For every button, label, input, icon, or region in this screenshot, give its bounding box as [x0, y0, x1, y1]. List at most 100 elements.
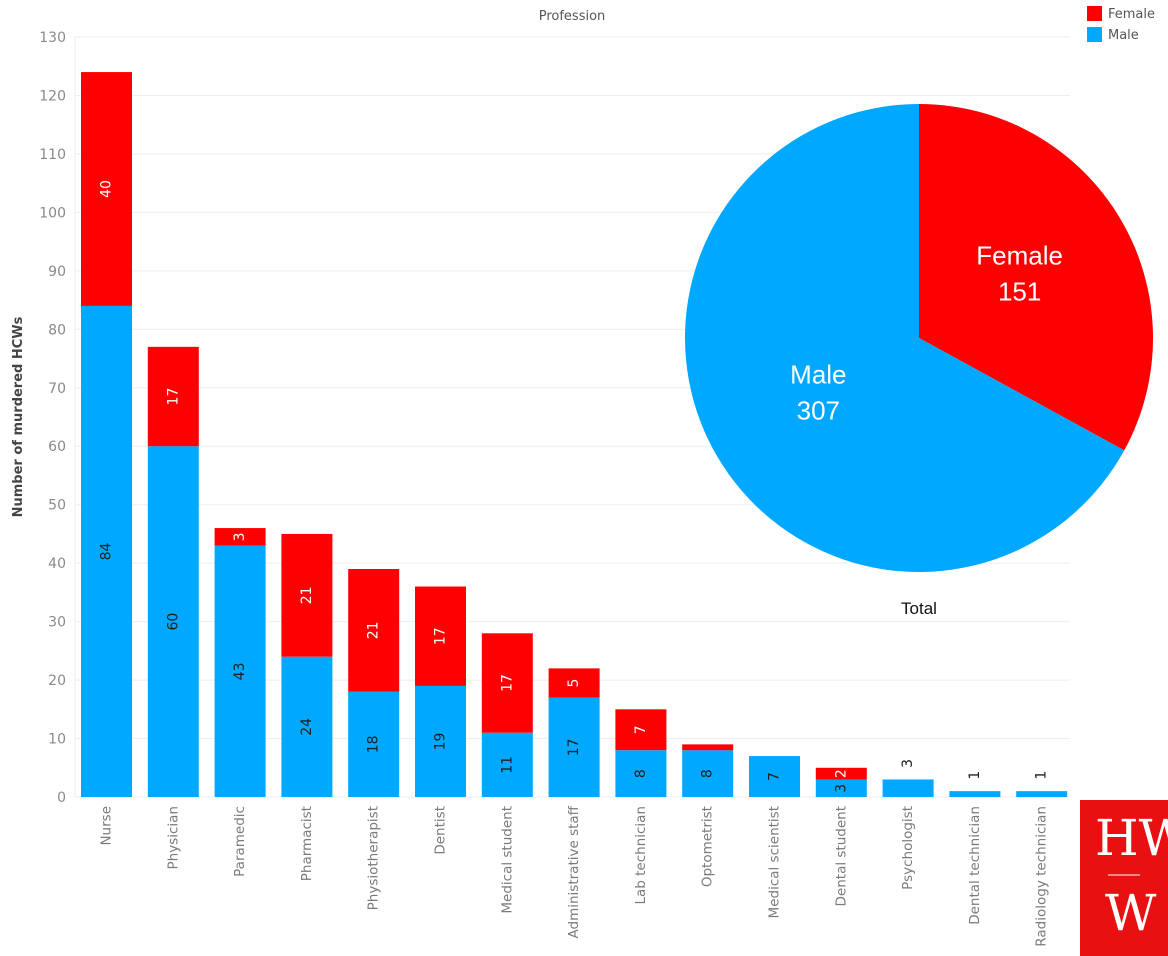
logo-text-bottom: W [1105, 884, 1157, 942]
bar-female-8 [615, 709, 667, 751]
y-tick-label: 80 [48, 322, 66, 338]
bar-label-male-10: 7 [767, 772, 783, 781]
legend-swatch-female [1087, 6, 1102, 21]
bar-female-7 [548, 668, 600, 698]
bar-male-9 [682, 750, 734, 797]
bar-label-female-3: 21 [299, 586, 315, 604]
bar-label-male-13: 1 [967, 771, 983, 780]
bar-label-male-5: 19 [433, 733, 449, 751]
x-category-label: Pharmacist [299, 806, 315, 881]
x-category-label: Medical student [499, 806, 515, 914]
bar-label-male-1: 60 [165, 613, 181, 631]
bar-label-male-9: 8 [700, 769, 716, 778]
bar-female-1 [147, 346, 199, 447]
legend-swatch-male [1087, 27, 1102, 42]
logo-text-top: HW [1095, 809, 1168, 867]
y-tick-label: 40 [48, 556, 66, 572]
x-category-label: Psychologist [900, 806, 916, 890]
x-category-label: Optometrist [700, 806, 716, 887]
x-axis-categories: Nurse Physician Paramedic Pharmacist Physiot… [99, 805, 1050, 946]
y-tick-label: 130 [39, 30, 66, 46]
legend-label-female: Female [1108, 7, 1155, 22]
pie-label-value: 151 [998, 276, 1041, 306]
bar-label-male-2: 43 [232, 662, 248, 680]
y-tick-label: 20 [48, 673, 66, 689]
x-category-label: Administrative staff [566, 805, 582, 938]
x-category-label: Paramedic [232, 806, 248, 877]
y-tick-label: 120 [39, 88, 66, 104]
x-category-label: Medical scientist [767, 806, 783, 918]
bar-male-5 [415, 685, 466, 797]
bar-label-male-12: 3 [900, 759, 916, 768]
pie-label-name: Male [790, 360, 846, 390]
bar-male-6 [481, 732, 533, 797]
legend: Female Male [1087, 6, 1155, 43]
pie-caption: Total [901, 599, 937, 618]
bar-male-4 [348, 691, 400, 797]
y-axis-title: Number of murdered HCWs [11, 316, 26, 517]
bar-male-0 [81, 305, 132, 797]
bar-label-female-7: 5 [566, 679, 582, 688]
bar-male-11 [815, 779, 867, 797]
hww-logo: HW W [1080, 800, 1168, 956]
pie-slice-female [919, 104, 1153, 451]
bar-label-female-4: 21 [366, 621, 382, 639]
bar-male-1 [147, 446, 199, 797]
bar-female-3 [281, 533, 333, 657]
bar-female-9 [682, 744, 734, 751]
pie-label-name: Female [976, 240, 1063, 270]
bar-male-10 [749, 756, 800, 797]
bar-male-12 [882, 779, 934, 797]
x-category-label: Dental student [833, 806, 849, 906]
pie-chart: Female 151 Male 307 [685, 104, 1153, 572]
y-tick-label: 110 [39, 147, 66, 163]
pie-label-value: 307 [797, 396, 840, 426]
bar-label-male-8: 8 [633, 769, 649, 778]
y-tick-label: 0 [57, 790, 66, 806]
bar-male-13 [949, 791, 1001, 797]
bar-label-female-8: 7 [633, 725, 649, 734]
bar-label-male-0: 84 [99, 542, 115, 560]
bar-female-5 [415, 586, 466, 686]
bar-male-7 [548, 697, 600, 797]
bar-female-0 [81, 72, 132, 306]
gridlines [74, 36, 1070, 798]
bar-label-male-7: 17 [566, 738, 582, 756]
bar-label-female-5: 17 [433, 627, 449, 645]
pie-slice-male [685, 104, 1125, 572]
bar-label-female-2: 3 [232, 532, 248, 541]
y-tick-label: 90 [48, 264, 66, 280]
x-category-label: Dental technician [967, 806, 983, 925]
y-axis-ticks: 0 10 20 30 40 50 60 70 80 90 100 110 120 130 [39, 30, 66, 806]
x-category-label: Physician [165, 806, 181, 869]
chart-title: Profession [539, 9, 606, 24]
bar-label-female-11: 2 [833, 769, 849, 778]
bar-female-11 [815, 767, 867, 780]
bar-male-3 [281, 656, 333, 797]
x-category-label: Nurse [99, 806, 115, 846]
bar-label-male-4: 18 [366, 735, 382, 753]
y-tick-label: 60 [48, 439, 66, 455]
bar-male-2 [214, 545, 266, 797]
bar-female-6 [481, 633, 533, 733]
bar-female-4 [348, 569, 400, 692]
y-tick-label: 10 [48, 732, 66, 748]
y-tick-label: 50 [48, 498, 66, 514]
y-tick-label: 100 [39, 205, 66, 221]
x-category-label: Lab technician [633, 806, 649, 905]
x-category-label: Dentist [433, 806, 449, 855]
x-category-label: Physiotherapist [366, 806, 382, 910]
bar-label-female-0: 40 [99, 180, 115, 198]
x-category-label: Radiology technician [1034, 806, 1050, 947]
bar-label-male-11: 3 [833, 784, 849, 793]
y-tick-label: 30 [48, 615, 66, 631]
bar-label-female-6: 17 [499, 674, 515, 692]
bar-male-8 [615, 750, 667, 797]
legend-label-male: Male [1108, 28, 1139, 43]
bar-label-male-14: 1 [1034, 771, 1050, 780]
bar-label-male-3: 24 [299, 718, 315, 736]
bar-label-female-1: 17 [165, 388, 181, 406]
y-tick-label: 70 [48, 381, 66, 397]
